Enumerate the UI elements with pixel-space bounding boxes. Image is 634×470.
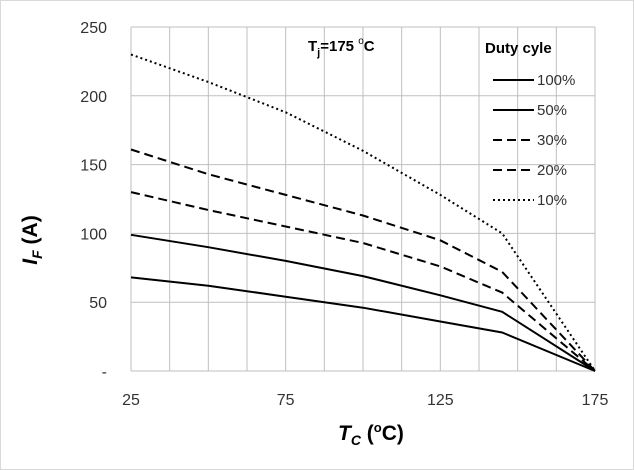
series-lines	[130, 53, 596, 372]
legend-label: 50%	[537, 102, 567, 119]
y-tick-label: 150	[80, 158, 107, 175]
legend: 100% 50% 30% 20% 10%	[493, 72, 575, 209]
legend-label: 30%	[537, 132, 567, 149]
series-line-30pct	[130, 191, 596, 372]
series-line-20pct	[130, 148, 596, 372]
x-tick-label: 75	[277, 392, 295, 409]
series-line-100pct	[130, 276, 596, 372]
x-axis-title: TC (oC)	[338, 420, 404, 448]
y-tick-label: 200	[80, 89, 107, 106]
x-tick-labels: 25 75 125 175	[122, 392, 608, 409]
y-tick-label: 50	[89, 295, 107, 312]
tj-annotation: Tj=175 oC	[308, 36, 375, 59]
x-tick-label: 125	[427, 392, 454, 409]
y-tick-label: 100	[80, 226, 107, 243]
x-tick-label: 25	[122, 392, 140, 409]
y-axis-title: IF (A)	[19, 215, 45, 264]
legend-title: Duty cyle	[485, 40, 552, 57]
grid	[130, 26, 596, 372]
y-tick-labels: - 50 100 150 200 250	[80, 20, 107, 381]
legend-label: 10%	[537, 192, 567, 209]
y-tick-label: 250	[80, 20, 107, 37]
series-line-10pct	[130, 53, 596, 372]
legend-label: 20%	[537, 162, 567, 179]
x-tick-label: 175	[582, 392, 609, 409]
series-line-50pct	[130, 233, 596, 372]
legend-label: 100%	[537, 72, 575, 89]
y-tick-label: -	[102, 364, 107, 381]
